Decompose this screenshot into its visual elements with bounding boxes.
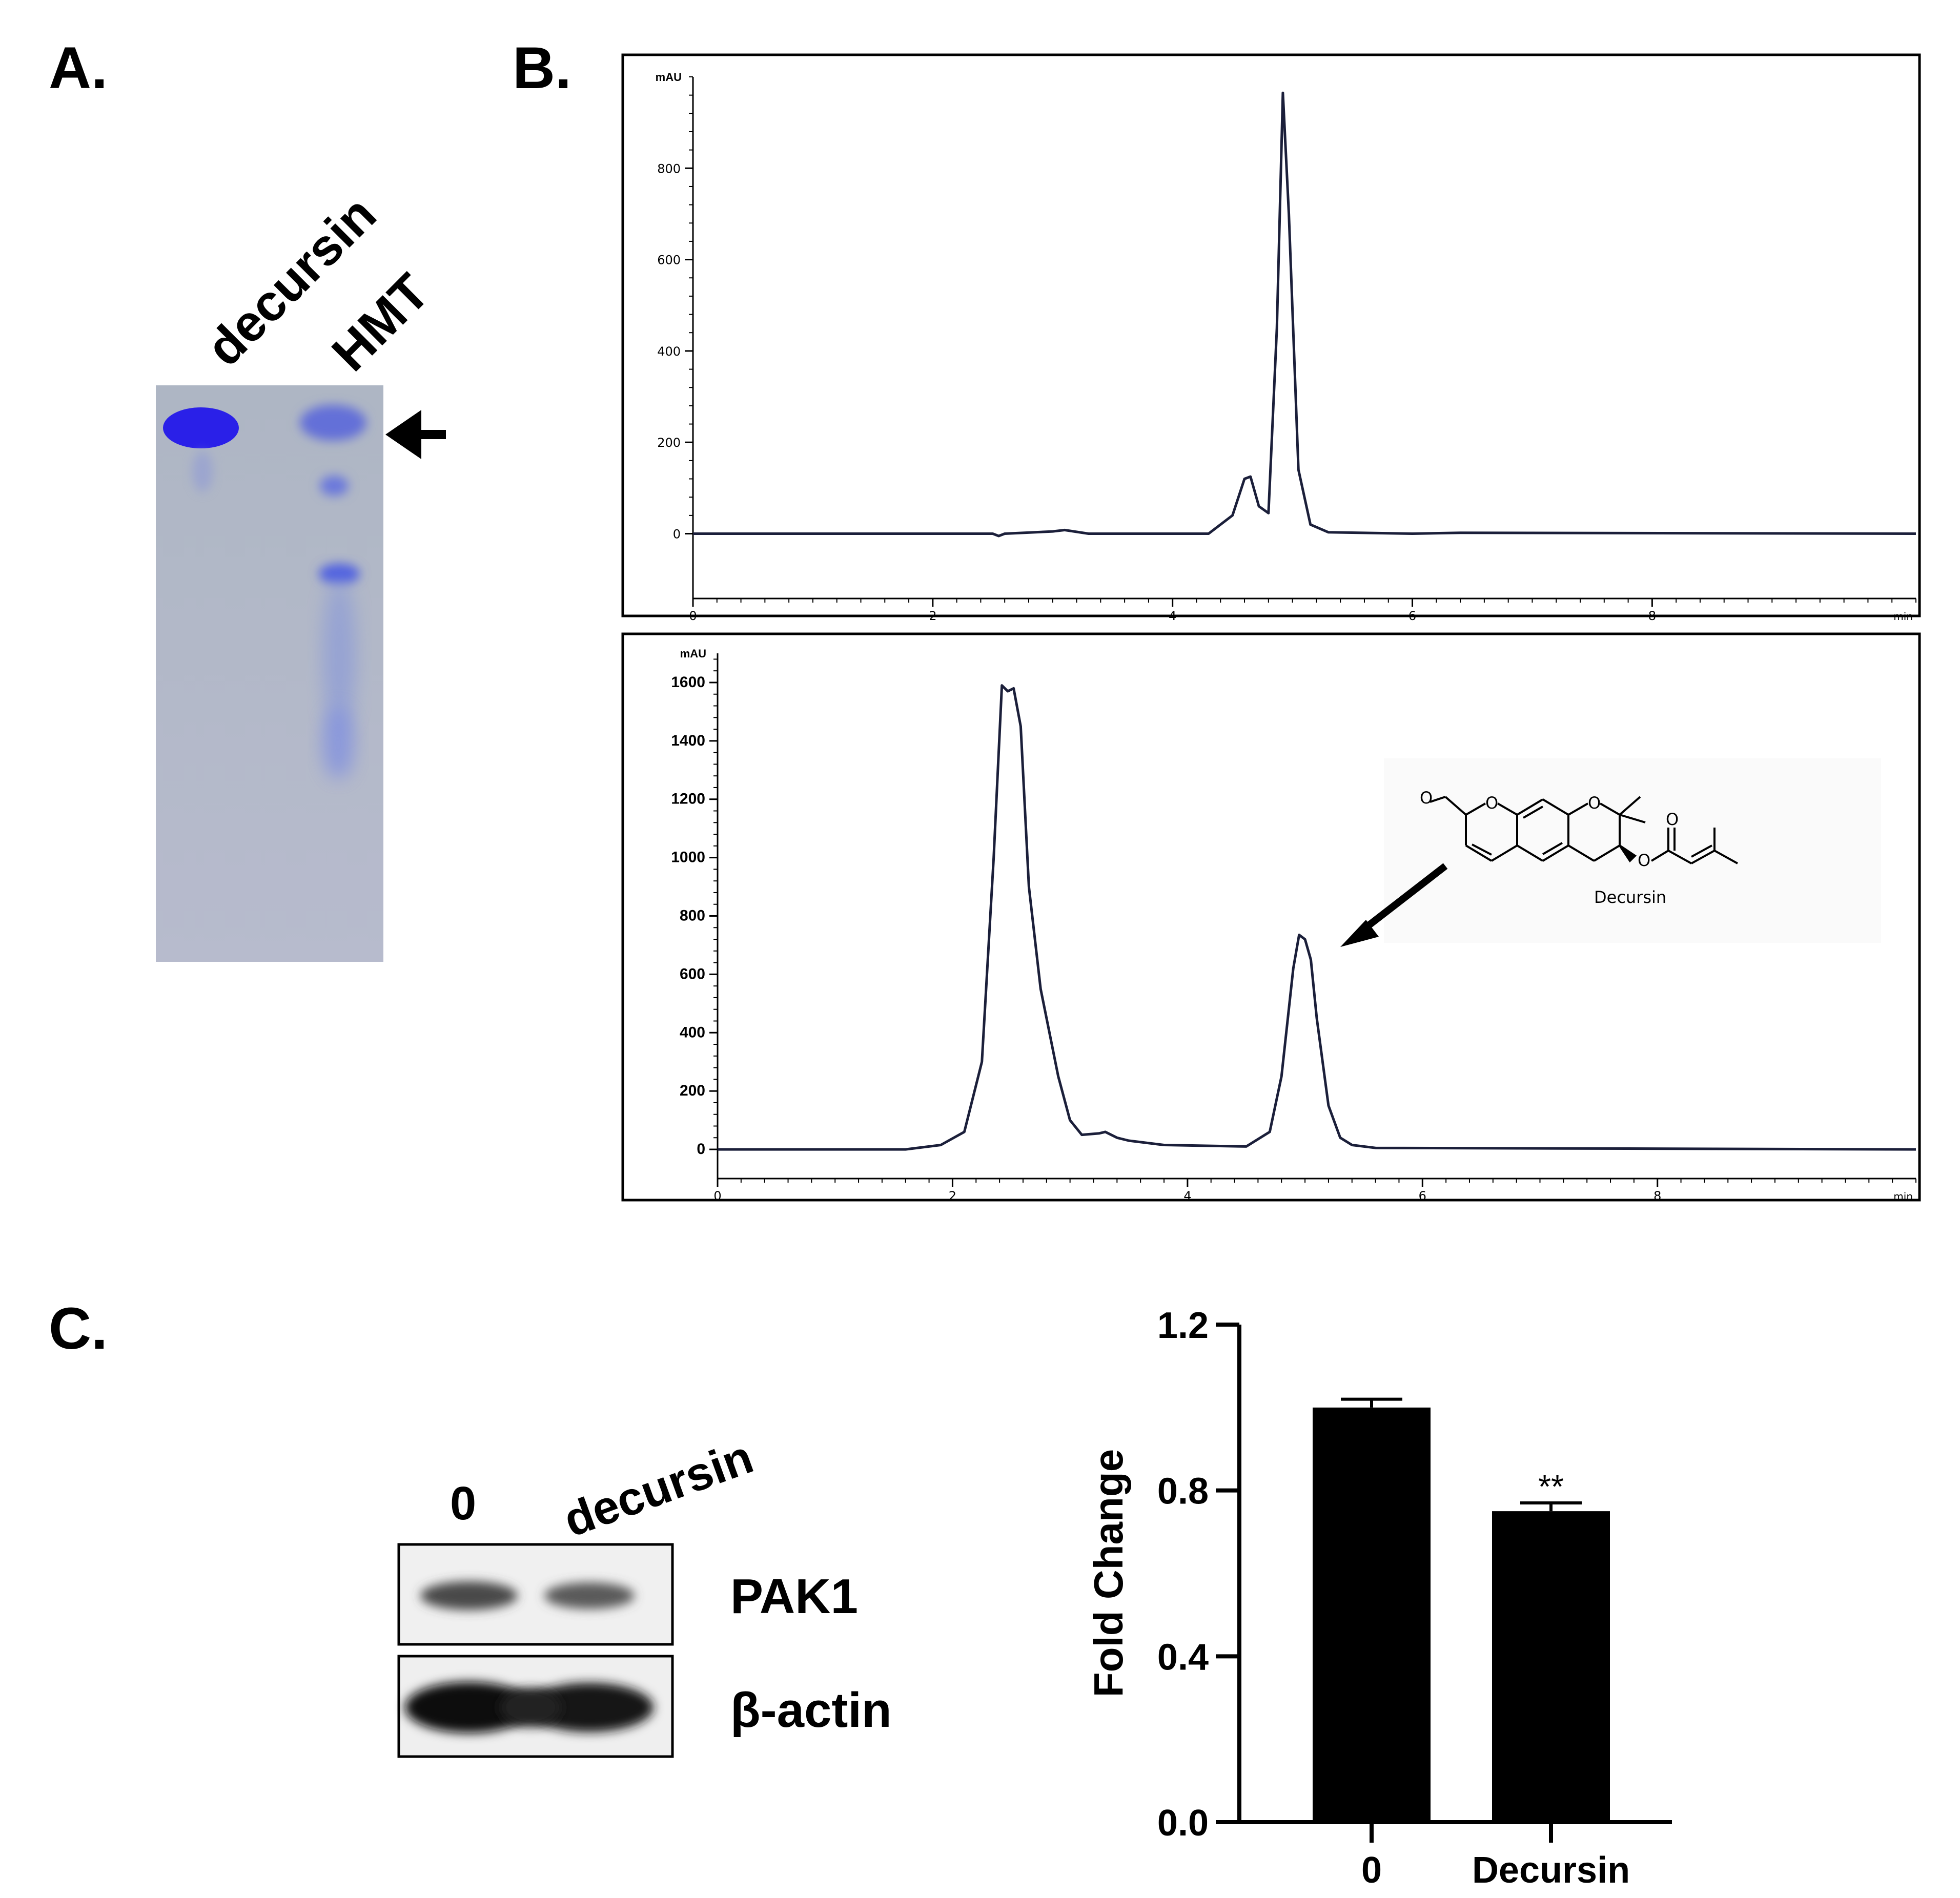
chrom-1-xtick-label: 8 <box>1648 609 1656 623</box>
atom-o-ester-carbonyl: O <box>1666 810 1679 829</box>
molecule-name: Decursin <box>1594 888 1666 907</box>
western-blot-beta-actin <box>397 1655 674 1758</box>
chrom-2-xtick-label: 8 <box>1653 1189 1661 1203</box>
panel-b-label: B. <box>513 35 571 101</box>
tlc-spot-hmt-3 <box>319 564 360 584</box>
tlc-spot-decursin <box>163 407 239 448</box>
chrom-1-ytick-label: 600 <box>657 253 681 267</box>
bar-ytick-label: 1.2 <box>1157 1305 1209 1346</box>
decursin-structure <box>1384 758 1881 943</box>
chromatogram-2-frame <box>621 632 1921 1202</box>
bar-0-label: 0 <box>1361 1850 1382 1891</box>
chromatogram-1: 0 200 400 600 800 mAU 0 2 4 6 8 min <box>656 71 1916 623</box>
chrom-1-xlabel: min <box>1893 610 1913 623</box>
chrom-1-xtick-label: 4 <box>1169 609 1176 623</box>
chromatogram-2: 0 200 400 600 800 1000 1200 1400 1600 mAU 0 2 4 6 8 min <box>671 647 1916 1203</box>
panel-c-label: C. <box>49 1296 108 1361</box>
chrom-1-ytick-label: 800 <box>657 161 681 176</box>
tlc-spot-decursin-tail <box>192 451 213 492</box>
chrom-2-ytick-label: 1000 <box>671 849 705 866</box>
western-blot-pak1 <box>397 1543 674 1646</box>
chrom-2-trace <box>718 684 1916 1151</box>
bar-1-significance: ** <box>1538 1468 1564 1505</box>
chrom-2-xtick-label: 4 <box>1183 1189 1191 1203</box>
chrom-2-ytick-label: 1200 <box>671 791 705 808</box>
chrom-2-ytick-label: 1600 <box>671 674 705 691</box>
chrom-1-ytick-label: 400 <box>657 344 681 359</box>
tlc-streak-hmt <box>323 579 356 733</box>
chrom-1-trace <box>693 91 1916 538</box>
chrom-2-xtick-label: 0 <box>713 1189 721 1203</box>
chrom-2-xtick-label: 2 <box>949 1189 956 1203</box>
chromatogram-1-frame <box>621 53 1921 617</box>
tlc-spot-hmt-4 <box>323 707 354 779</box>
atom-o-lactone: O <box>1485 793 1498 813</box>
tlc-arrow <box>385 410 446 459</box>
bar-ylabel: Fold Change <box>1086 1449 1131 1697</box>
chrom-1-xtick-label: 2 <box>929 609 936 623</box>
panel-a-label: A. <box>49 35 108 101</box>
chrom-2-ytick-label: 200 <box>680 1082 705 1099</box>
chrom-2-ytick-label: 400 <box>680 1024 705 1041</box>
wb-label-pak1: PAK1 <box>730 1569 858 1624</box>
bar-0 <box>1313 1407 1431 1822</box>
wb-lane-decursin: decursin <box>557 1431 760 1547</box>
tlc-spot-hmt-top <box>300 405 366 441</box>
atom-o-pyran: O <box>1588 793 1601 813</box>
bar-1-label: Decursin <box>1472 1850 1630 1891</box>
bar-1 <box>1492 1511 1610 1822</box>
chrom-1-ytick-label: 0 <box>673 527 681 542</box>
chrom-2-ytick-label: 1400 <box>671 732 705 749</box>
fold-change-bar-chart: 0.0 0.4 0.8 1.2 Fold Change 0 Decursin ** <box>1086 1305 1672 1891</box>
decursin-atom-labels: O O O O O Decursin <box>1420 788 1679 907</box>
lane-label-hmt: HMT <box>321 263 440 382</box>
chrom-1-xtick-label: 0 <box>689 609 697 623</box>
structure-arrow <box>1340 863 1448 947</box>
chrom-2-ytick-label: 800 <box>680 907 705 924</box>
chrom-2-xlabel: min <box>1893 1190 1913 1203</box>
chrom-1-ylabel: mAU <box>656 71 682 84</box>
bar-ytick-label: 0.8 <box>1157 1471 1209 1512</box>
atom-o-carbonyl: O <box>1420 788 1433 808</box>
tlc-spot-hmt-2 <box>320 476 349 496</box>
chrom-2-xtick-label: 6 <box>1419 1189 1426 1203</box>
chrom-2-ytick-label: 0 <box>697 1141 705 1158</box>
wb-lane-0: 0 <box>450 1477 476 1530</box>
bar-ytick-label: 0.4 <box>1157 1637 1209 1678</box>
bar-ytick-label: 0.0 <box>1157 1803 1209 1844</box>
tlc-plate <box>156 385 383 962</box>
chrom-2-ytick-label: 600 <box>680 965 705 982</box>
chrom-2-ylabel: mAU <box>680 647 706 660</box>
chrom-1-ytick-label: 200 <box>657 436 681 450</box>
wb-label-beta-actin: β-actin <box>730 1683 892 1738</box>
atom-o-ester: O <box>1638 851 1650 870</box>
chrom-1-xtick-label: 6 <box>1408 609 1416 623</box>
